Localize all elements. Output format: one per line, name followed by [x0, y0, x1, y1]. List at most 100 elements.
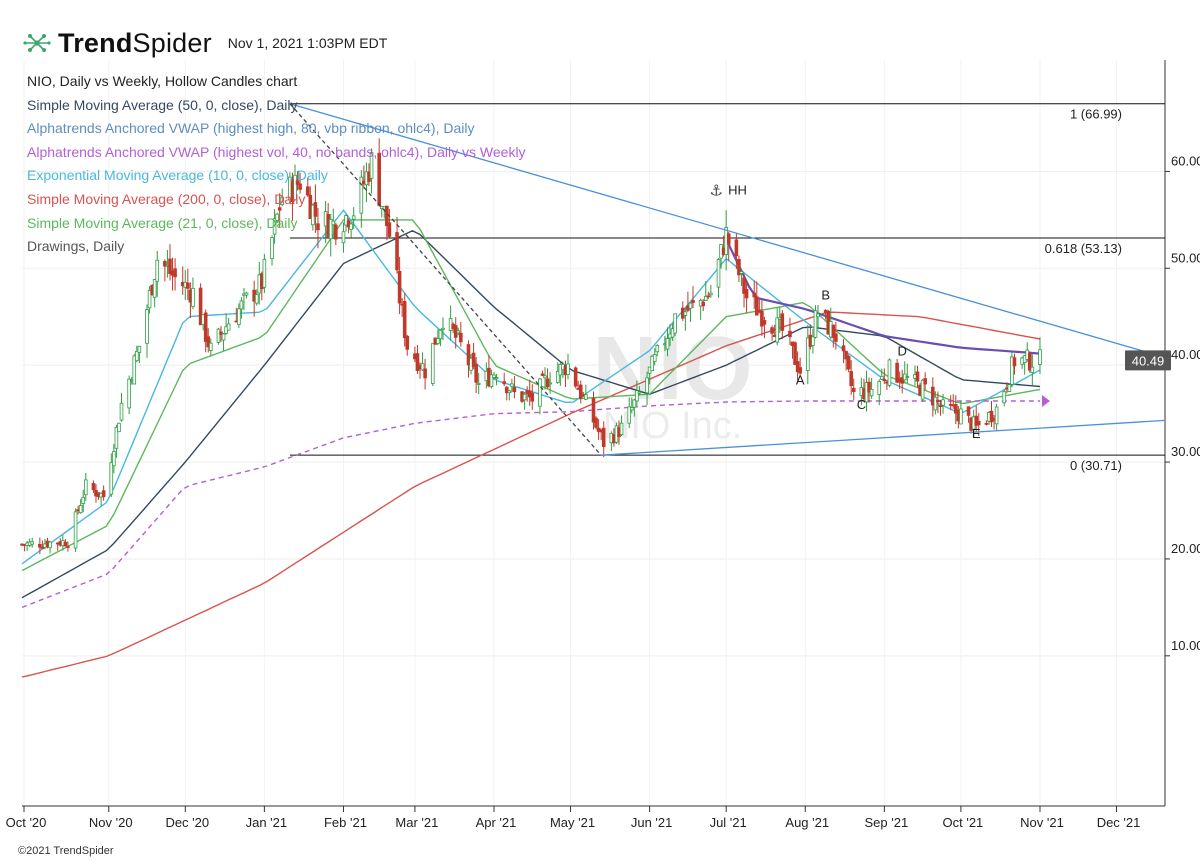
- candle-body: [492, 374, 496, 378]
- x-tick-label: Feb '21: [324, 815, 367, 830]
- x-tick-label: Apr '21: [476, 815, 517, 830]
- candle-body: [584, 394, 588, 400]
- candle-body: [254, 294, 259, 304]
- x-tick-label: Aug '21: [785, 815, 829, 830]
- candle-body: [540, 373, 545, 376]
- candle-body: [739, 271, 744, 274]
- candle-body: [112, 451, 116, 467]
- candle-body: [555, 370, 560, 383]
- y-tick-label: 50.00: [1171, 250, 1200, 265]
- candle-body: [703, 295, 708, 302]
- y-tick-label: 60.00: [1171, 153, 1200, 168]
- ma-line: [21, 230, 1041, 599]
- candle-body: [507, 390, 512, 394]
- candle-body: [760, 310, 764, 327]
- annotation-label: C: [857, 397, 866, 412]
- candle-body: [629, 407, 634, 411]
- candle-body: [726, 233, 731, 245]
- candle-body: [272, 218, 277, 235]
- watermark-name: NIO Inc.: [603, 405, 742, 447]
- candle-body: [474, 363, 478, 383]
- fib-level-label: 0 (30.71): [1070, 458, 1122, 473]
- candle-body: [880, 375, 884, 380]
- candle-body: [359, 176, 364, 214]
- candle-body: [145, 309, 149, 344]
- candle-body: [456, 330, 461, 334]
- x-tick-label: Sep '21: [865, 815, 909, 830]
- fib-level-label: 1 (66.99): [1070, 107, 1122, 122]
- header: TrendSpider Nov 1, 2021 1:03PM EDT: [22, 26, 387, 60]
- candle-body: [459, 332, 463, 343]
- candle-body: [316, 223, 320, 231]
- candle-body: [959, 408, 963, 425]
- candle-body: [191, 288, 195, 307]
- candle-body: [1027, 352, 1032, 371]
- candle-body: [127, 378, 131, 409]
- candle-body: [239, 300, 244, 310]
- candle-body: [619, 422, 624, 435]
- candle-body: [344, 215, 348, 226]
- candle-body: [38, 543, 42, 548]
- candle-body: [923, 378, 927, 385]
- candle-body: [137, 345, 142, 353]
- candle-body: [163, 260, 167, 267]
- candle-body: [737, 258, 741, 276]
- candle-body: [73, 511, 78, 549]
- candle-body: [816, 313, 820, 318]
- candle-body: [168, 258, 172, 274]
- candle-body: [114, 426, 119, 449]
- candle-body: [591, 397, 596, 423]
- x-tick-label: Jul '21: [710, 815, 747, 830]
- candle-body: [109, 462, 114, 495]
- candle-body: [262, 259, 267, 288]
- x-tick-label: Nov '20: [89, 815, 133, 830]
- candle-body: [1030, 366, 1035, 373]
- candle-body: [742, 277, 746, 294]
- candle-body: [83, 479, 88, 496]
- ma-line: [21, 219, 1041, 572]
- candle-body: [752, 292, 757, 298]
- candle-body: [298, 183, 302, 190]
- candle-body: [101, 490, 106, 498]
- candle-body: [502, 381, 507, 385]
- candle-body: [405, 335, 410, 350]
- candle-body: [936, 399, 940, 403]
- candle-body: [1002, 391, 1007, 404]
- candle-body: [966, 406, 971, 416]
- candle-body: [831, 324, 836, 338]
- candle-body: [237, 308, 241, 325]
- ma-line: [21, 311, 1041, 678]
- candle-body: [78, 504, 83, 514]
- candle-body: [941, 399, 945, 406]
- anchor-icon: ⚓: [709, 182, 722, 200]
- candle-body: [578, 384, 583, 399]
- candle-body: [566, 363, 570, 376]
- candle-body: [420, 363, 425, 371]
- x-tick-label: Dec '20: [165, 815, 209, 830]
- candle-body: [877, 381, 882, 395]
- candle-body: [548, 382, 552, 385]
- candle-body: [522, 393, 527, 401]
- x-tick-label: Jun '21: [631, 815, 673, 830]
- candle-body: [706, 295, 711, 298]
- candle-body: [155, 259, 160, 282]
- candle-body: [594, 417, 598, 428]
- candle-body: [938, 405, 943, 407]
- brand-name-bold: Trend: [58, 27, 133, 58]
- candle-body: [601, 427, 606, 447]
- upper-trendline: [289, 103, 1166, 359]
- brand-name: TrendSpider: [58, 28, 212, 59]
- x-tick-label: Mar '21: [395, 815, 438, 830]
- trendspider-logo-icon: [23, 34, 51, 52]
- candle-body: [887, 359, 892, 386]
- candle-body: [976, 420, 981, 426]
- annotation-label: E: [972, 426, 981, 441]
- annotations: ⚓ HH A B C D E: [709, 182, 1050, 441]
- candle-body: [931, 386, 935, 406]
- annotation-label: B: [821, 287, 830, 302]
- candle-body: [436, 338, 440, 344]
- annotation-label: D: [898, 343, 907, 358]
- candlesticks: [20, 138, 1042, 555]
- gridlines: [22, 60, 1165, 806]
